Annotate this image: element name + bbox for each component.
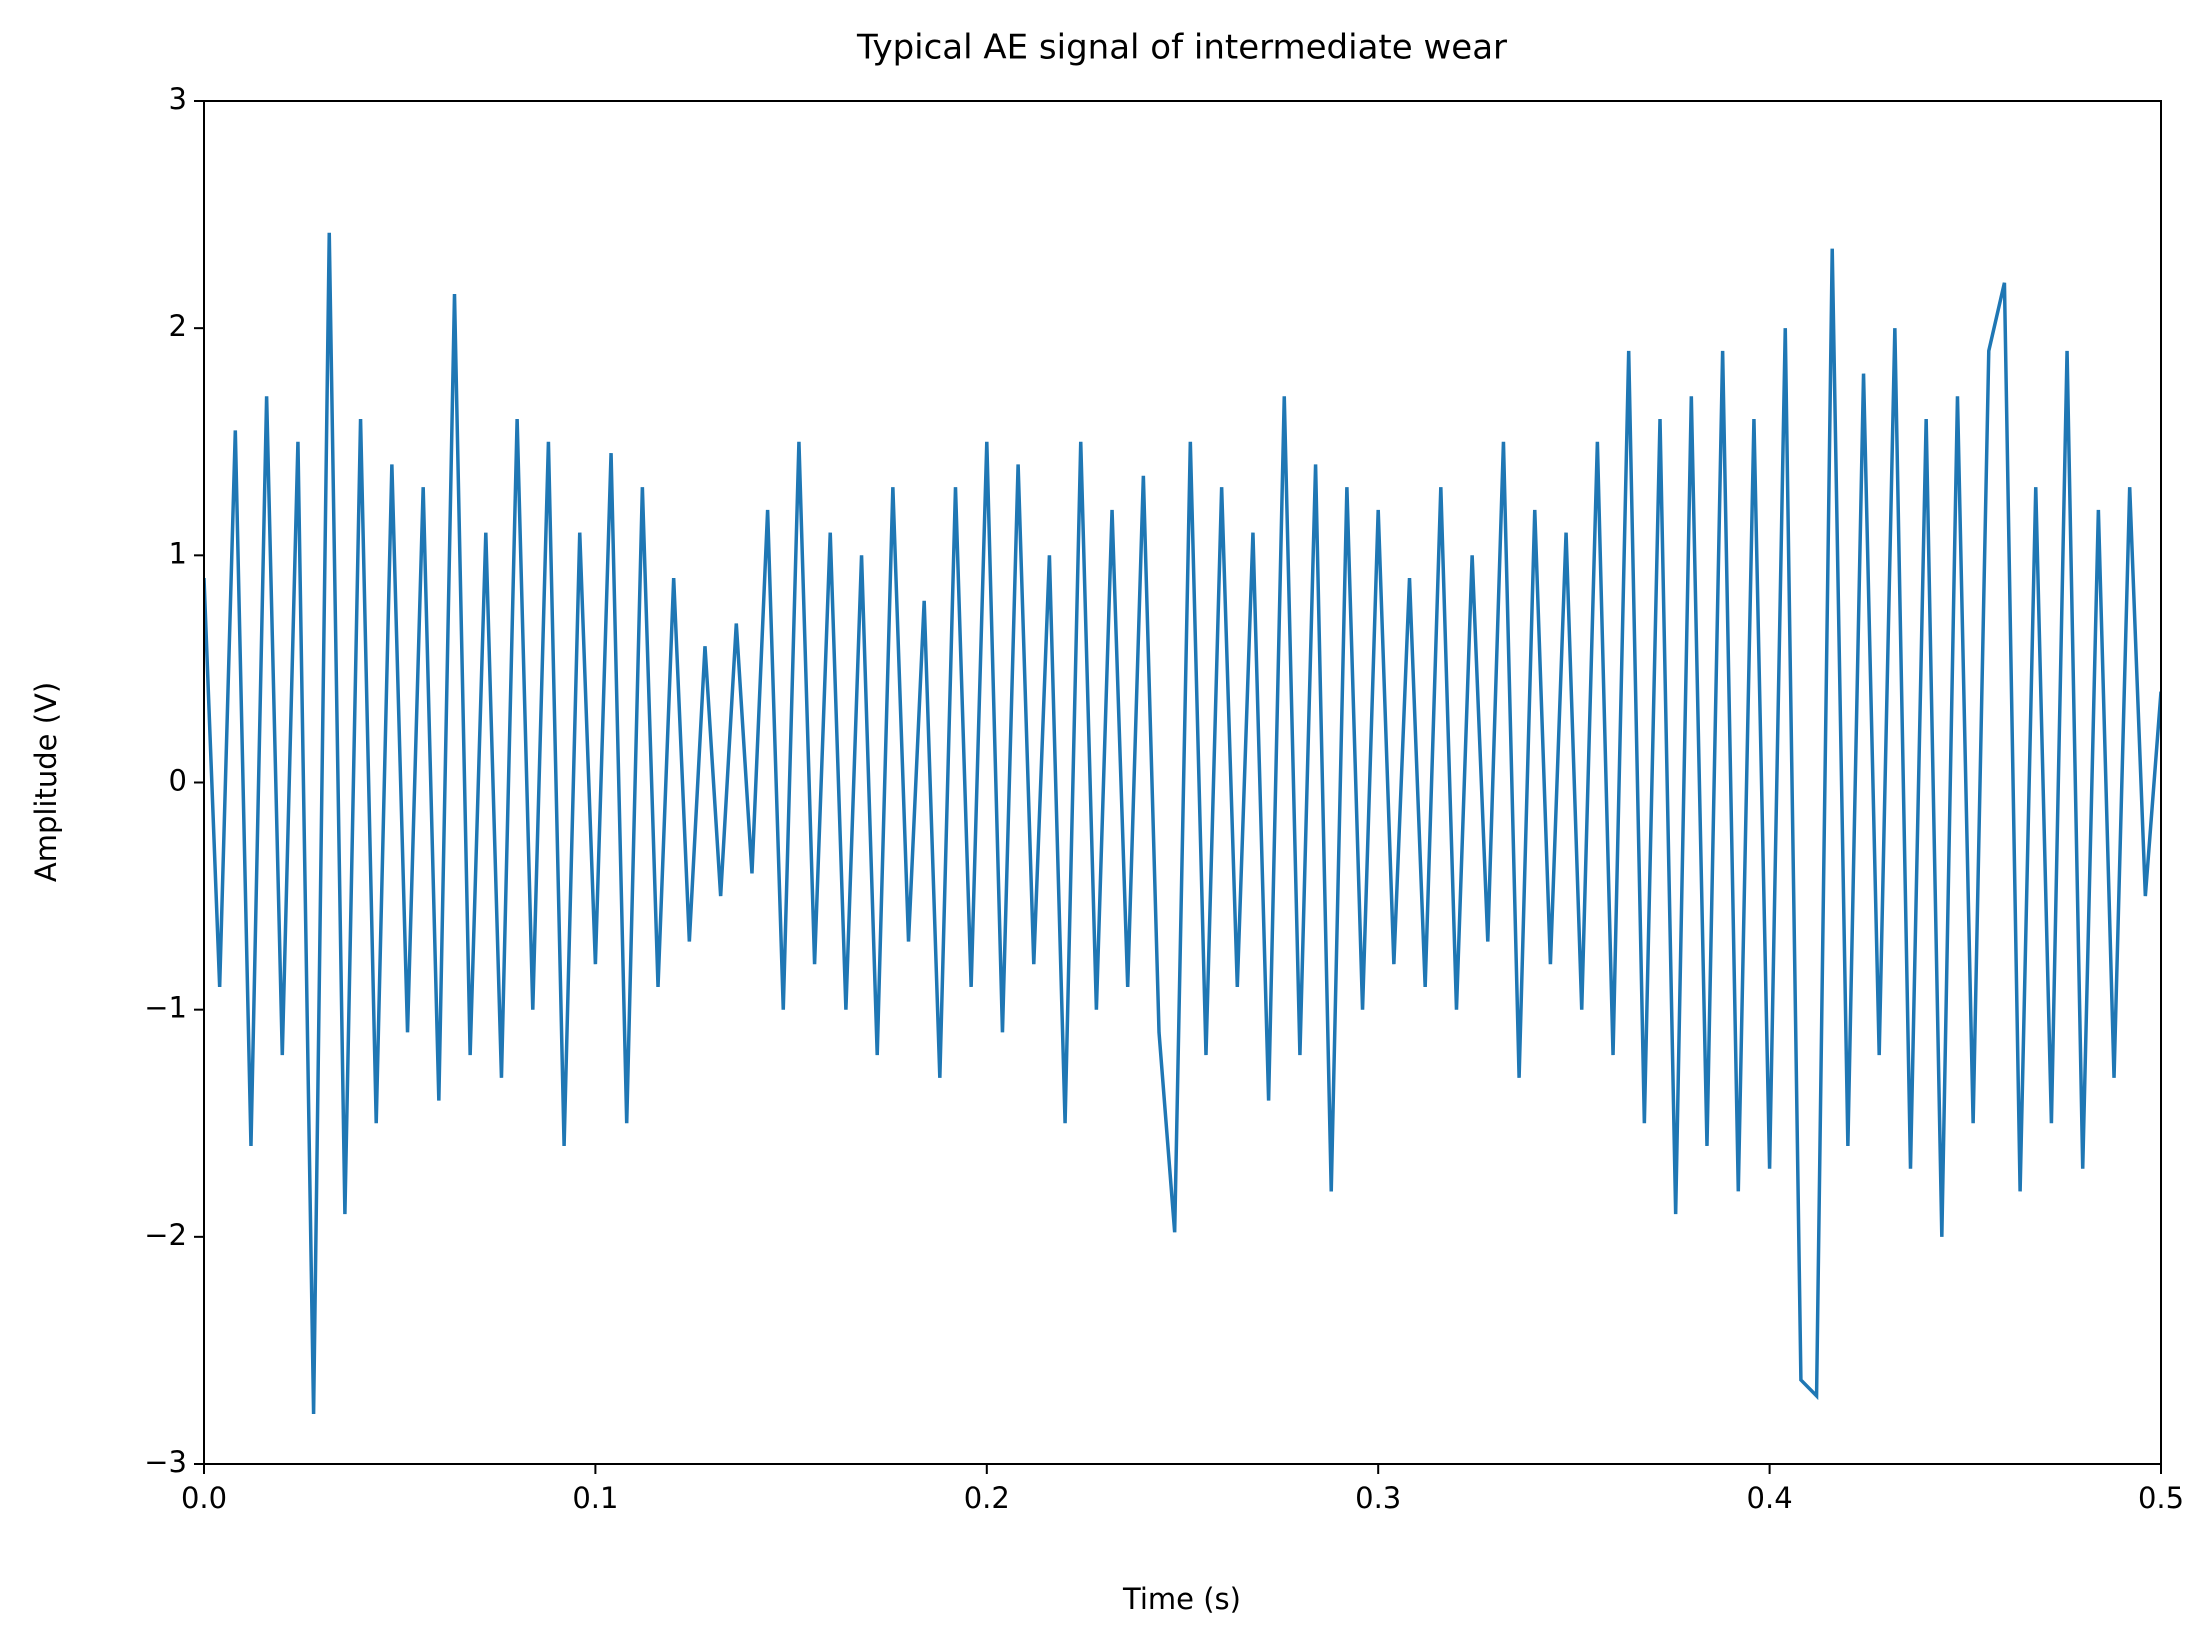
signal-line	[204, 232, 2161, 1415]
y-tick-label: −3	[144, 1445, 187, 1479]
chart-title: Typical AE signal of intermediate wear	[856, 28, 1507, 68]
x-tick-label: 0.2	[964, 1481, 1010, 1515]
y-tick-label: 0	[169, 764, 187, 798]
y-tick-label: 3	[169, 82, 187, 116]
y-tick-label: 1	[169, 536, 187, 570]
y-tick-label: −2	[144, 1218, 187, 1252]
y-tick-label: −1	[144, 991, 187, 1025]
x-tick-label: 0.4	[1747, 1481, 1793, 1515]
x-axis-label: Time (s)	[1122, 1582, 1241, 1616]
x-tick-label: 0.5	[2138, 1481, 2184, 1515]
x-tick-label: 0.3	[1355, 1481, 1401, 1515]
y-tick-label: 2	[169, 309, 187, 343]
y-axis-label: Amplitude (V)	[29, 682, 63, 882]
x-tick-label: 0.1	[572, 1481, 618, 1515]
x-tick-label: 0.0	[181, 1481, 227, 1515]
